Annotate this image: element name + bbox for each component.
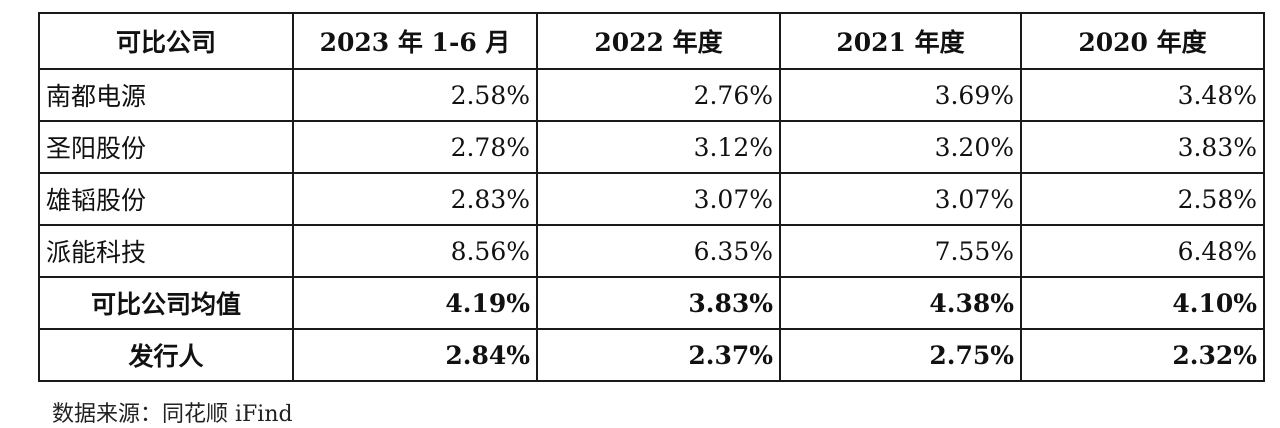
company-name-cell: 南都电源 xyxy=(38,68,294,122)
value-cell: 2.58% xyxy=(292,68,538,122)
average-value-cell: 4.38% xyxy=(779,276,1022,330)
table-row: 圣阳股份 2.78% 3.12% 3.20% 3.83% xyxy=(38,120,1265,174)
table-row: 南都电源 2.58% 2.76% 3.69% 3.48% xyxy=(38,68,1265,122)
table-row: 派能科技 8.56% 6.35% 7.55% 6.48% xyxy=(38,224,1265,278)
value-cell: 3.12% xyxy=(536,120,781,174)
issuer-label-cell: 发行人 xyxy=(38,328,294,382)
value-cell: 6.35% xyxy=(536,224,781,278)
average-label-cell: 可比公司均值 xyxy=(38,276,294,330)
value-cell: 8.56% xyxy=(292,224,538,278)
value-cell: 3.83% xyxy=(1020,120,1265,174)
value-cell: 2.83% xyxy=(292,172,538,226)
average-value-cell: 3.83% xyxy=(536,276,781,330)
issuer-value-cell: 2.32% xyxy=(1020,328,1265,382)
value-cell: 3.07% xyxy=(779,172,1022,226)
header-2023-h1: 2023 年 1-6 月 xyxy=(292,12,538,70)
issuer-row: 发行人 2.84% 2.37% 2.75% 2.32% xyxy=(38,328,1265,382)
value-cell: 2.76% xyxy=(536,68,781,122)
value-cell: 3.69% xyxy=(779,68,1022,122)
header-company: 可比公司 xyxy=(38,12,294,70)
value-cell: 2.58% xyxy=(1020,172,1265,226)
header-2020: 2020 年度 xyxy=(1020,12,1265,70)
data-source-note: 数据来源：同花顺 iFind xyxy=(52,402,293,427)
header-2021: 2021 年度 xyxy=(779,12,1022,70)
table-header-row: 可比公司 2023 年 1-6 月 2022 年度 2021 年度 2020 年… xyxy=(38,12,1265,70)
table-row: 雄韬股份 2.83% 3.07% 3.07% 2.58% xyxy=(38,172,1265,226)
average-row: 可比公司均值 4.19% 3.83% 4.38% 4.10% xyxy=(38,276,1265,330)
value-cell: 3.48% xyxy=(1020,68,1265,122)
company-name-cell: 派能科技 xyxy=(38,224,294,278)
issuer-value-cell: 2.37% xyxy=(536,328,781,382)
comparison-table: 可比公司 2023 年 1-6 月 2022 年度 2021 年度 2020 年… xyxy=(38,12,1265,382)
issuer-value-cell: 2.84% xyxy=(292,328,538,382)
value-cell: 3.07% xyxy=(536,172,781,226)
company-name-cell: 雄韬股份 xyxy=(38,172,294,226)
value-cell: 7.55% xyxy=(779,224,1022,278)
average-value-cell: 4.10% xyxy=(1020,276,1265,330)
issuer-value-cell: 2.75% xyxy=(779,328,1022,382)
value-cell: 2.78% xyxy=(292,120,538,174)
value-cell: 6.48% xyxy=(1020,224,1265,278)
header-2022: 2022 年度 xyxy=(536,12,781,70)
company-name-cell: 圣阳股份 xyxy=(38,120,294,174)
average-value-cell: 4.19% xyxy=(292,276,538,330)
value-cell: 3.20% xyxy=(779,120,1022,174)
